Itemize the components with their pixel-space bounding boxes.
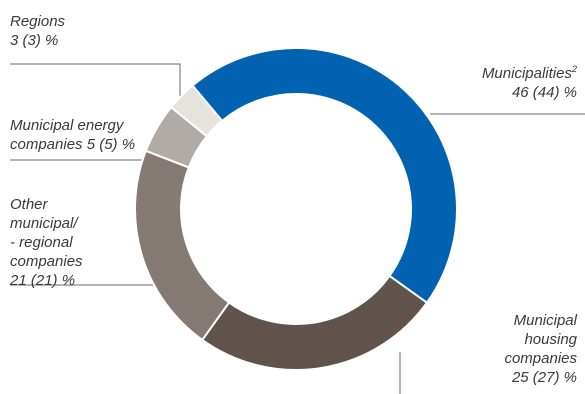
label-other-municipal-line: Other — [10, 196, 48, 213]
label-other-municipal-line: - regional — [10, 234, 73, 251]
slice-municipal-housing — [200, 274, 429, 371]
slice-regions — [169, 84, 224, 138]
label-municipal-housing-line: Municipal — [513, 312, 577, 329]
label-municipal-energy-line: Municipal energy — [10, 117, 124, 134]
label-municipal-housing-line: companies — [504, 350, 577, 367]
label-municipalities-value: 46 (44) % — [511, 84, 577, 101]
slice-other-municipal — [134, 149, 231, 342]
label-other-municipal-line: companies — [10, 253, 83, 270]
label-municipal-housing: Municipal housing companies 25 (27) % — [504, 311, 577, 387]
label-municipalities-name: Municipalities — [481, 65, 572, 82]
label-municipalities: Municipalities2 46 (44) % — [482, 64, 577, 102]
label-municipal-energy-line: companies 5 (5) % — [10, 136, 136, 153]
label-other-municipal-line: 21 (21) % — [10, 272, 76, 289]
label-other-municipal: Other municipal/ - regional companies 21… — [10, 195, 83, 290]
slice-municipalities — [191, 47, 458, 305]
leader-line-regions — [10, 63, 181, 122]
label-municipal-housing-line: 25 (27) % — [511, 369, 577, 386]
label-municipal-energy: Municipal energy companies 5 (5) % — [10, 116, 135, 154]
footnote-marker: 2 — [571, 64, 577, 74]
label-regions: Regions 3 (3) % — [10, 12, 65, 50]
label-municipal-housing-line: housing — [524, 331, 577, 348]
label-regions-line: Regions — [10, 13, 66, 30]
label-regions-line: 3 (3) % — [10, 32, 59, 49]
label-other-municipal-line: municipal/ — [10, 215, 78, 232]
